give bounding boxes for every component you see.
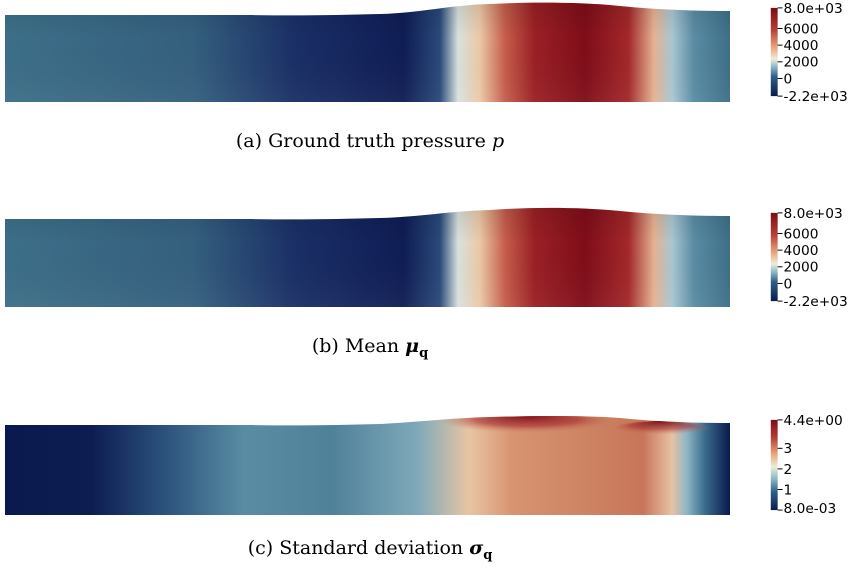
colorbar-b-gradient — [770, 212, 778, 302]
pressure-field-mean — [5, 207, 730, 307]
colorbar-b-tick-3: 2000 — [784, 260, 819, 276]
pressure-field-ground-truth — [5, 2, 730, 102]
colorbar-a-tick-1: 6000 — [784, 21, 819, 37]
colorbar-c-tick-0: 4.4e+00 — [784, 414, 843, 429]
colorbar-c-tick-1: 3 — [784, 441, 793, 457]
panel-b: 8.0e+03 6000 4000 2000 0 -2.2e+03 (b) Me… — [0, 205, 863, 370]
colorbar-c-ticks — [777, 419, 783, 511]
caption-b-subscript: q — [419, 346, 429, 361]
colorbar-a-gradient — [770, 7, 778, 97]
colorbar-b-ticks — [777, 212, 783, 302]
colorbar-b-tick-2: 4000 — [784, 243, 819, 259]
caption-c-subscript: q — [483, 548, 493, 563]
colorbar-b-tick-4: 0 — [784, 276, 793, 292]
caption-a-text: (a) Ground truth pressure — [235, 130, 486, 152]
caption-a: (a) Ground truth pressure p — [0, 130, 740, 152]
panel-c: 4.4e+00 3 2 1 8.0e-03 (c) Standard devia… — [0, 410, 863, 570]
colorbar-b-tick-5: -2.2e+03 — [784, 294, 848, 307]
caption-c: (c) Standard deviation σq — [0, 537, 740, 563]
colorbar-a-tick-4: 0 — [784, 71, 793, 87]
caption-b-symbol: μ — [405, 335, 420, 357]
colorbar-a-tick-0: 8.0e+03 — [784, 2, 843, 17]
colorbar-c-tick-4: 8.0e-03 — [784, 501, 837, 514]
caption-c-text: (c) Standard deviation — [247, 537, 464, 559]
colorbar-b-tick-1: 6000 — [784, 226, 819, 242]
colorbar-a-tick-3: 2000 — [784, 55, 819, 71]
caption-c-symbol: σ — [469, 537, 484, 559]
colorbar-b-tick-0: 8.0e+03 — [784, 207, 843, 222]
std-deviation-field — [5, 416, 730, 515]
caption-a-symbol: p — [491, 130, 505, 152]
caption-b: (b) Mean μq — [0, 335, 740, 361]
panel-a: 8.0e+03 6000 4000 2000 0 -2.2e+03 (a) Gr… — [0, 0, 863, 160]
colorbar-a-ticks — [777, 7, 783, 97]
colorbar-c-tick-3: 1 — [784, 482, 793, 498]
colorbar-b: 8.0e+03 6000 4000 2000 0 -2.2e+03 — [770, 207, 848, 307]
colorbar-c-tick-2: 2 — [784, 462, 793, 478]
colorbar-a: 8.0e+03 6000 4000 2000 0 -2.2e+03 — [770, 2, 848, 102]
colorbar-c-gradient — [770, 419, 778, 511]
colorbar-a-tick-2: 4000 — [784, 38, 819, 54]
colorbar-a-tick-5: -2.2e+03 — [784, 89, 848, 102]
colorbar-c: 4.4e+00 3 2 1 8.0e-03 — [770, 414, 843, 514]
caption-b-text: (b) Mean — [311, 335, 400, 357]
